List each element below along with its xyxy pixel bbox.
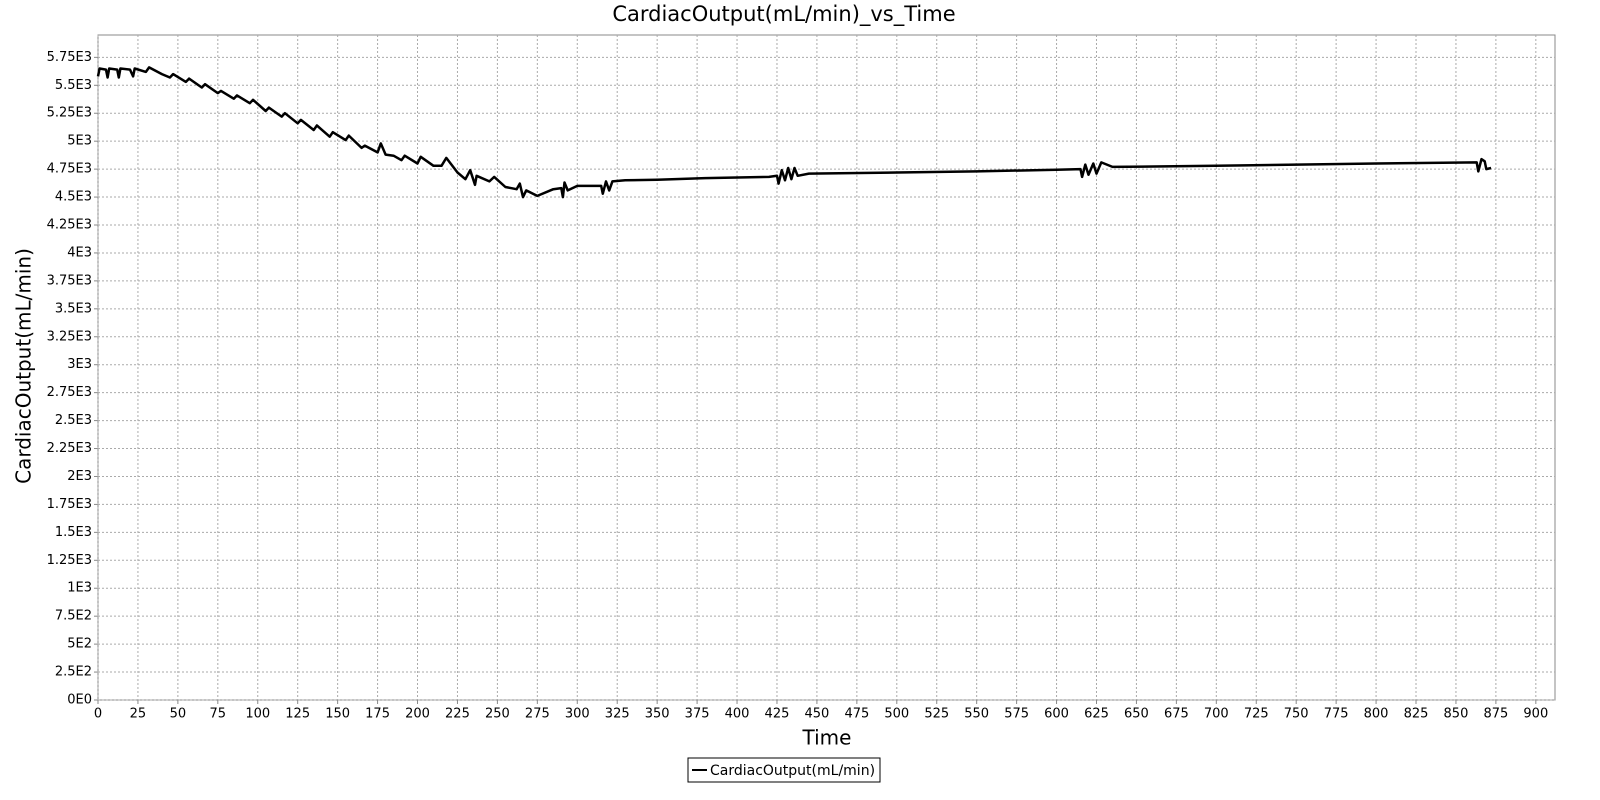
x-tick-label: 875 (1483, 707, 1508, 722)
y-tick-label: 5E3 (67, 134, 92, 149)
x-tick-label: 125 (285, 707, 310, 722)
x-tick-label: 225 (445, 707, 470, 722)
x-tick-label: 0 (94, 707, 102, 722)
x-tick-label: 650 (1124, 707, 1149, 722)
y-tick-label: 5.75E3 (47, 50, 92, 65)
plot-area (97, 34, 1556, 701)
y-tick-label: 2E3 (67, 469, 92, 484)
x-tick-label: 500 (884, 707, 909, 722)
y-tick-label: 2.5E3 (55, 413, 92, 428)
x-tick-label: 100 (245, 707, 270, 722)
x-tick-label: 200 (405, 707, 430, 722)
x-tick-label: 625 (1084, 707, 1109, 722)
x-tick-label: 50 (170, 707, 187, 722)
x-tick-label: 550 (964, 707, 989, 722)
chart-title: CardiacOutput(mL/min)_vs_Time (612, 2, 955, 27)
y-tick-label: 1.5E3 (55, 525, 92, 540)
x-tick-label: 300 (565, 707, 590, 722)
y-tick-label: 3.5E3 (55, 301, 92, 316)
x-tick-label: 825 (1404, 707, 1429, 722)
x-tick-label: 425 (765, 707, 790, 722)
y-tick-label: 4.75E3 (47, 162, 92, 177)
y-tick-label: 1E3 (67, 581, 92, 596)
y-tick-label: 1.75E3 (47, 497, 92, 512)
legend (687, 757, 881, 783)
x-tick-label: 600 (1044, 707, 1069, 722)
x-tick-label: 775 (1324, 707, 1349, 722)
y-tick-label: 3.75E3 (47, 273, 92, 288)
x-tick-label: 725 (1244, 707, 1269, 722)
x-tick-label: 700 (1204, 707, 1229, 722)
y-tick-label: 7.5E2 (55, 609, 92, 624)
x-tick-label: 475 (844, 707, 869, 722)
x-tick-label: 150 (325, 707, 350, 722)
y-tick-label: 1.25E3 (47, 553, 92, 568)
y-tick-label: 2.5E2 (55, 665, 92, 680)
legend-label: CardiacOutput(mL/min) (710, 763, 875, 779)
x-tick-label: 375 (685, 707, 710, 722)
x-tick-label: 275 (525, 707, 550, 722)
x-tick-label: 75 (210, 707, 227, 722)
y-tick-label: 3.25E3 (47, 329, 92, 344)
x-tick-label: 450 (805, 707, 830, 722)
x-tick-label: 350 (645, 707, 670, 722)
y-tick-label: 5.25E3 (47, 106, 92, 121)
x-tick-label: 25 (130, 707, 147, 722)
y-axis-label: CardiacOutput(mL/min) (12, 248, 36, 484)
y-tick-label: 5E2 (67, 637, 92, 652)
series-line (96, 66, 1492, 199)
x-axis-label: Time (802, 726, 852, 750)
x-tick-label: 575 (1004, 707, 1029, 722)
x-tick-label: 250 (485, 707, 510, 722)
x-tick-label: 850 (1444, 707, 1469, 722)
x-tick-label: 175 (365, 707, 390, 722)
y-tick-label: 3E3 (67, 357, 92, 372)
x-tick-label: 525 (924, 707, 949, 722)
y-tick-label: 2.75E3 (47, 385, 92, 400)
x-tick-label: 800 (1364, 707, 1389, 722)
y-tick-label: 4.25E3 (47, 218, 92, 233)
y-tick-label: 0E0 (67, 693, 92, 708)
y-tick-label: 4E3 (67, 245, 92, 260)
x-tick-label: 675 (1164, 707, 1189, 722)
y-tick-label: 2.25E3 (47, 441, 92, 456)
y-tick-label: 5.5E3 (55, 78, 92, 93)
x-tick-label: 900 (1523, 707, 1548, 722)
x-tick-label: 750 (1284, 707, 1309, 722)
y-tick-label: 4.5E3 (55, 190, 92, 205)
x-tick-label: 325 (605, 707, 630, 722)
x-tick-label: 400 (725, 707, 750, 722)
